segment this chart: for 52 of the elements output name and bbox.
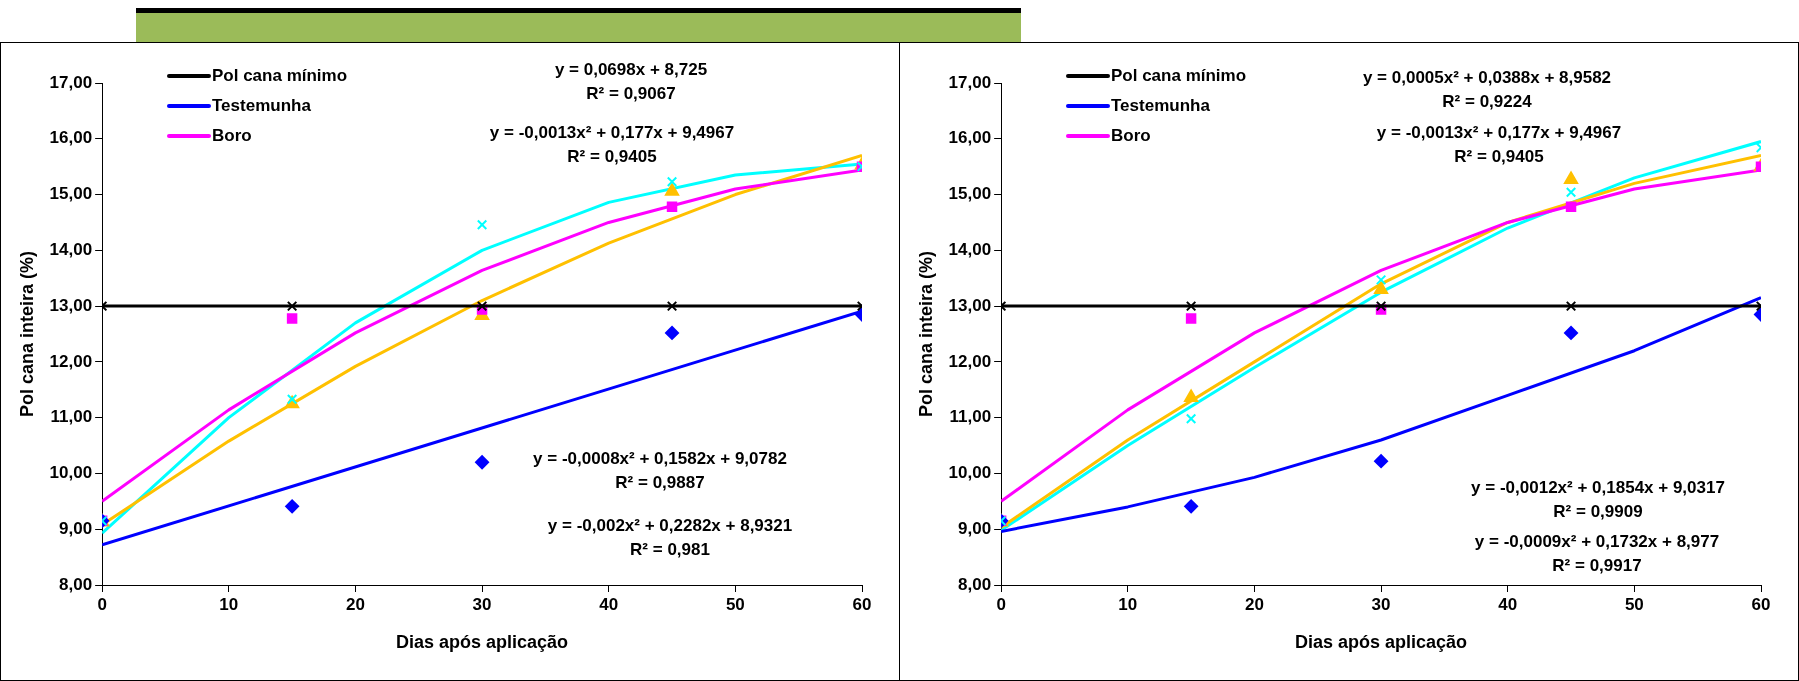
x-tick-label: 60: [852, 594, 872, 614]
y-tick-label: 17,00: [948, 72, 992, 92]
y-tick-label: 14,00: [948, 240, 992, 260]
annotation: y = -0,0013x² + 0,177x + 9,4967 R² = 0,9405: [1376, 122, 1622, 166]
x-tick-label: 50: [1624, 594, 1644, 614]
legend-label: Pol cana mínimo: [1111, 65, 1247, 85]
legend-label: Pol cana mínimo: [212, 65, 348, 85]
y-tick-label: 15,00: [948, 184, 992, 204]
x-tick-label: 10: [1118, 594, 1138, 614]
y-tick-label: 16,00: [948, 128, 992, 148]
x-tick-label: 40: [599, 594, 619, 614]
y-axis-title: Pol cana inteira (%): [16, 250, 37, 418]
y-tick-label: 13,00: [948, 295, 992, 315]
x-tick-label: 0: [996, 594, 1006, 614]
y-tick-label: 15,00: [49, 184, 93, 204]
x-tick-label: 30: [472, 594, 492, 614]
x-tick-label: 40: [1498, 594, 1518, 614]
legend-label: Boro: [1111, 125, 1151, 145]
x-tick-label: 30: [1371, 594, 1391, 614]
y-tick-label: 17,00: [49, 72, 93, 92]
legend-label: Testemunha: [1111, 95, 1211, 115]
legend-label: Testemunha: [212, 95, 312, 115]
x-tick-label: 60: [1751, 594, 1771, 614]
y-tick-label: 9,00: [59, 518, 93, 538]
y-tick-label: 11,00: [949, 407, 992, 427]
y-tick-label: 12,00: [49, 351, 93, 371]
annotation: y = -0,002x² + 0,2282x + 8,9321 R² = 0,981: [547, 515, 793, 559]
annotation: y = -0,0009x² + 0,1732x + 8,977 R² = 0,9917: [1474, 531, 1720, 575]
annotation: y = -0,0012x² + 0,1854x + 9,0317 R² = 0,9909: [1471, 477, 1725, 521]
annotation: y = -0,0013x² + 0,177x + 9,4967 R² = 0,9405: [489, 122, 735, 166]
y-tick-label: 16,00: [49, 128, 93, 148]
x-tick-label: 50: [725, 594, 745, 614]
y-tick-label: 9,00: [958, 518, 992, 538]
x-tick-label: 20: [345, 594, 365, 614]
x-tick-label: 10: [219, 594, 239, 614]
x-tick-label: 20: [1244, 594, 1264, 614]
y-tick-label: 13,00: [49, 295, 93, 315]
y-tick-label: 8,00: [59, 574, 93, 594]
y-tick-label: 12,00: [948, 351, 992, 371]
y-tick-label: 8,00: [958, 574, 992, 594]
annotation: y = -0,0008x² + 0,1582x + 9,0782 R² = 0,9887: [533, 448, 787, 492]
y-tick-label: 14,00: [49, 240, 93, 260]
x-tick-label: 0: [97, 594, 107, 614]
annotation: y = 0,0698x + 8,725 R² = 0,9067: [554, 59, 708, 103]
y-tick-label: 10,00: [49, 463, 93, 483]
x-axis-title: Dias após aplicação: [1295, 632, 1468, 653]
y-tick-label: 10,00: [948, 463, 992, 483]
x-axis-title: Dias após aplicação: [396, 632, 569, 653]
y-axis-title: Pol cana inteira (%): [915, 250, 936, 418]
annotation: y = 0,0005x² + 0,0388x + 8,9582 R² = 0,9224: [1362, 67, 1612, 111]
y-tick-label: 11,00: [50, 407, 93, 427]
legend-label: Boro: [212, 125, 252, 145]
